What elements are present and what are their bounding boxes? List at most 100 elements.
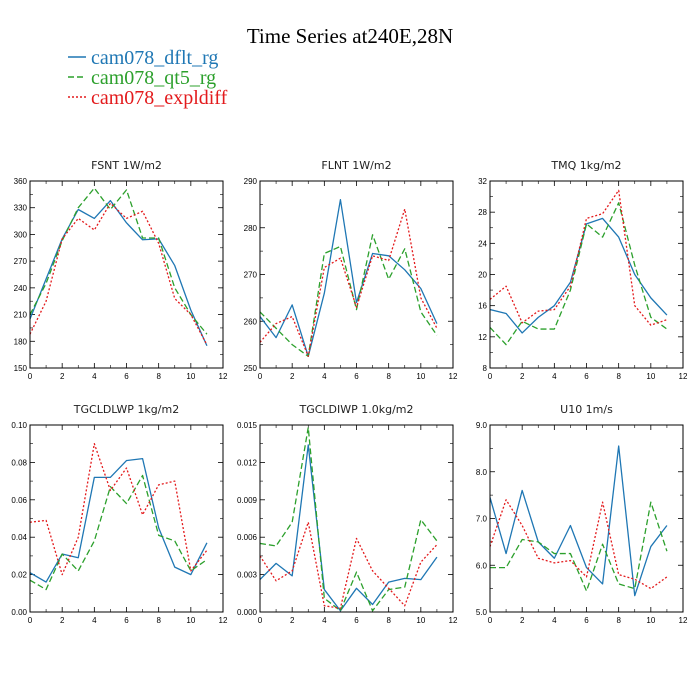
plot-frame-3 bbox=[29, 424, 224, 613]
x-tick-label-3-2: 4 bbox=[92, 616, 97, 625]
chart-title-1: FLNT 1W/m2 bbox=[321, 159, 391, 172]
plot-frame-0 bbox=[29, 180, 224, 369]
x-tick-label-5-4: 8 bbox=[616, 616, 621, 625]
chart-title-3: TGCLDLWP 1kg/m2 bbox=[73, 403, 179, 416]
series-line-4-2 bbox=[260, 521, 438, 609]
series-line-4-1 bbox=[260, 426, 438, 612]
y-tick-label-1-3: 280 bbox=[244, 224, 258, 233]
series-line-1-0 bbox=[260, 199, 438, 357]
x-tick-label-4-6: 12 bbox=[449, 616, 458, 625]
y-tick-label-4-1: 0.003 bbox=[237, 571, 258, 580]
y-tick-label-1-0: 250 bbox=[244, 364, 258, 373]
y-tick-label-4-3: 0.009 bbox=[237, 496, 258, 505]
figure-title: Time Series at240E,28N bbox=[247, 24, 453, 48]
x-tick-label-0-2: 4 bbox=[92, 372, 97, 381]
y-tick-label-5-2: 7.0 bbox=[476, 515, 488, 524]
y-tick-label-3-5: 0.10 bbox=[11, 421, 27, 430]
x-tick-label-0-4: 8 bbox=[156, 372, 161, 381]
chart-panel-1: FLNT 1W/m2 0 2 4 6 8 10 12 250 260 270 280 290 bbox=[244, 159, 458, 381]
chart-title-2: TMQ 1kg/m2 bbox=[550, 159, 621, 172]
x-tick-label-2-2: 4 bbox=[552, 372, 557, 381]
y-tick-label-4-0: 0.000 bbox=[237, 608, 258, 617]
legend: cam078_dflt_rg cam078_qt5_rg cam078_expl… bbox=[68, 47, 228, 109]
y-tick-label-3-2: 0.04 bbox=[11, 533, 27, 542]
x-tick-label-1-0: 0 bbox=[258, 372, 263, 381]
x-tick-label-4-4: 8 bbox=[386, 616, 391, 625]
y-tick-label-4-5: 0.015 bbox=[237, 421, 258, 430]
y-tick-label-2-2: 16 bbox=[478, 302, 487, 311]
x-tick-label-3-3: 6 bbox=[124, 616, 129, 625]
y-tick-label-0-5: 300 bbox=[14, 230, 28, 239]
x-tick-label-3-1: 2 bbox=[60, 616, 65, 625]
y-tick-label-2-6: 32 bbox=[478, 177, 487, 186]
y-tick-label-1-4: 290 bbox=[244, 177, 258, 186]
series-line-4-0 bbox=[260, 444, 438, 612]
x-tick-label-0-3: 6 bbox=[124, 372, 129, 381]
y-tick-label-4-4: 0.012 bbox=[237, 458, 258, 467]
x-tick-label-2-0: 0 bbox=[488, 372, 493, 381]
x-tick-label-5-6: 12 bbox=[679, 616, 688, 625]
x-tick-label-1-4: 8 bbox=[386, 372, 391, 381]
x-tick-label-4-3: 6 bbox=[354, 616, 359, 625]
y-tick-label-5-1: 6.0 bbox=[476, 561, 488, 570]
x-tick-label-2-6: 12 bbox=[679, 372, 688, 381]
x-tick-label-1-5: 10 bbox=[416, 372, 425, 381]
series-line-2-2 bbox=[490, 189, 668, 326]
y-tick-label-2-5: 28 bbox=[478, 208, 487, 217]
y-tick-label-0-2: 210 bbox=[14, 311, 28, 320]
legend-label-2: cam078_expldiff bbox=[91, 87, 228, 109]
y-tick-label-2-3: 20 bbox=[478, 271, 487, 280]
x-tick-label-2-3: 6 bbox=[584, 372, 589, 381]
plot-frame-5 bbox=[489, 424, 684, 613]
series-line-2-1 bbox=[490, 202, 668, 346]
series-line-3-1 bbox=[30, 474, 208, 591]
series-line-5-0 bbox=[490, 445, 668, 597]
series-line-3-0 bbox=[30, 458, 208, 583]
y-tick-label-3-0: 0.00 bbox=[11, 608, 27, 617]
y-tick-label-0-3: 240 bbox=[14, 284, 28, 293]
plot-frame-1 bbox=[259, 180, 454, 369]
x-tick-label-1-3: 6 bbox=[354, 372, 359, 381]
y-tick-label-2-1: 12 bbox=[478, 333, 487, 342]
legend-label-1: cam078_qt5_rg bbox=[91, 67, 216, 89]
series-line-3-2 bbox=[30, 443, 208, 576]
series-line-1-2 bbox=[260, 208, 438, 357]
x-tick-label-4-1: 2 bbox=[290, 616, 295, 625]
x-tick-label-5-5: 10 bbox=[646, 616, 655, 625]
x-tick-label-4-2: 4 bbox=[322, 616, 327, 625]
chart-title-5: U10 1m/s bbox=[560, 403, 613, 416]
y-tick-label-2-4: 24 bbox=[478, 239, 487, 248]
x-tick-label-0-6: 12 bbox=[219, 372, 228, 381]
y-tick-label-5-4: 9.0 bbox=[476, 421, 488, 430]
y-tick-label-4-2: 0.006 bbox=[237, 533, 258, 542]
y-tick-label-0-7: 360 bbox=[14, 177, 28, 186]
series-line-0-0 bbox=[30, 199, 208, 347]
y-tick-label-2-0: 8 bbox=[483, 364, 488, 373]
y-tick-label-5-3: 8.0 bbox=[476, 468, 488, 477]
y-tick-label-3-4: 0.08 bbox=[11, 458, 27, 467]
x-tick-label-0-1: 2 bbox=[60, 372, 65, 381]
series-line-5-2 bbox=[490, 499, 668, 590]
x-tick-label-1-1: 2 bbox=[290, 372, 295, 381]
x-tick-label-5-2: 4 bbox=[552, 616, 557, 625]
series-line-1-1 bbox=[260, 234, 438, 357]
series-line-0-1 bbox=[30, 187, 208, 335]
x-tick-label-2-5: 10 bbox=[646, 372, 655, 381]
x-tick-label-0-0: 0 bbox=[28, 372, 33, 381]
panels: FSNT 1W/m20 2 4 6 8 10 12150180210240270300330… bbox=[11, 159, 688, 625]
x-tick-label-5-1: 2 bbox=[520, 616, 525, 625]
series-line-2-0 bbox=[490, 217, 668, 334]
y-tick-label-3-1: 0.02 bbox=[11, 571, 27, 580]
y-tick-label-3-3: 0.06 bbox=[11, 496, 27, 505]
chart-panel-0: FSNT 1W/m2 0 2 4 6 8 10 12 150 180 210 240 270 300 330… bbox=[14, 159, 228, 381]
y-tick-label-0-1: 180 bbox=[14, 337, 28, 346]
chart-title-0: FSNT 1W/m2 bbox=[91, 159, 162, 172]
x-tick-label-5-3: 6 bbox=[584, 616, 589, 625]
x-tick-label-1-6: 12 bbox=[449, 372, 458, 381]
x-tick-label-3-4: 8 bbox=[156, 616, 161, 625]
plot-frame-4 bbox=[259, 424, 454, 613]
y-tick-label-5-0: 5.0 bbox=[476, 608, 488, 617]
chart-panel-3: TGCLDLWP 1kg/m2 0 2 4 6 8 10 12 0.00 0.02 0.04 0.06… bbox=[11, 403, 228, 625]
